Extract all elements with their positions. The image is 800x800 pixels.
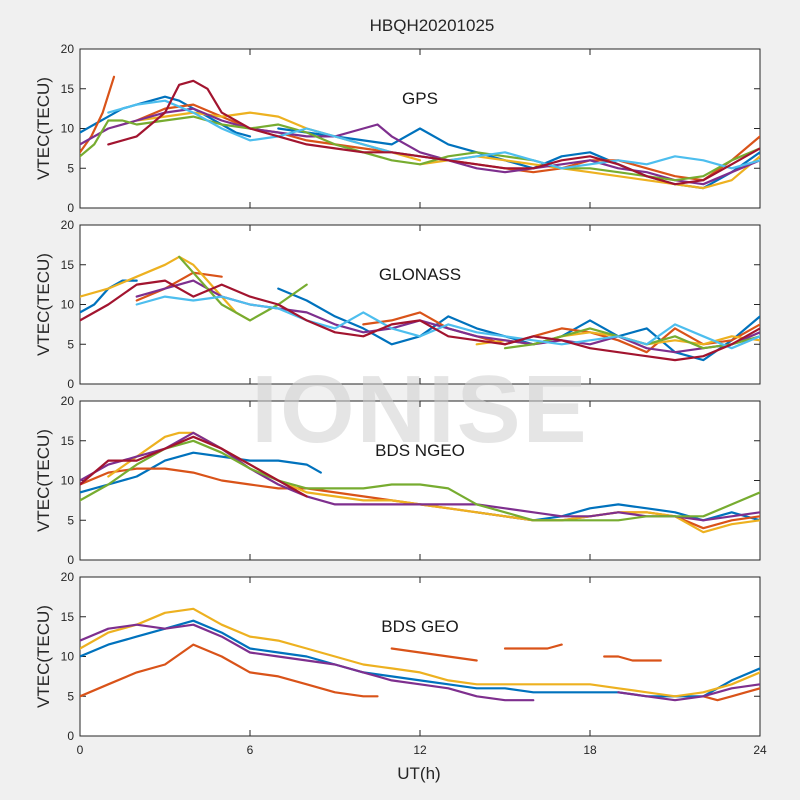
x-axis-label: UT(h) [397, 764, 440, 783]
series-line [362, 311, 760, 354]
y-tick-label: 0 [67, 201, 74, 215]
y-tick-label: 20 [61, 42, 75, 56]
y-tick-label: 20 [61, 570, 75, 584]
panel-bds-geo: 0 6 12 18 24 0 5 10 15 20 VTEC(TECU) BDS GEO [34, 570, 767, 757]
y-tick-label: 5 [67, 513, 74, 527]
series-line [80, 451, 322, 494]
y-tick-label: 15 [61, 82, 75, 96]
panel-label: BDS GEO [381, 617, 458, 636]
y-tick-label: 10 [61, 298, 75, 312]
series-group [80, 431, 760, 534]
series-line [107, 79, 760, 186]
panels: 0 5 10 15 20 VTEC(TECU) GPS 0 5 10 15 20 VTEC(TECU) G… [34, 42, 767, 757]
panel-label: GPS [402, 89, 438, 108]
series-line [80, 643, 379, 698]
x-tick-label: 0 [77, 743, 84, 757]
panel-label: GLONASS [379, 265, 461, 284]
figure-title: HBQH20201025 [370, 16, 495, 35]
series-group [80, 607, 760, 702]
x-tick-label: 18 [583, 743, 597, 757]
series-line [603, 655, 662, 662]
panel-gps: 0 5 10 15 20 VTEC(TECU) GPS [34, 42, 761, 215]
series-line [80, 439, 760, 522]
y-tick-label: 10 [61, 122, 75, 136]
y-tick-label: 0 [67, 729, 74, 743]
y-axis-label: VTEC(TECU) [34, 77, 53, 180]
panel-label: BDS NGEO [375, 441, 465, 460]
series-line [80, 623, 535, 702]
y-tick-label: 15 [61, 434, 75, 448]
y-tick-label: 0 [67, 377, 74, 391]
y-axis-label: VTEC(TECU) [34, 253, 53, 356]
x-tick-label: 12 [413, 743, 427, 757]
series-line [135, 295, 760, 350]
series-line [80, 75, 116, 154]
series-group [80, 75, 760, 190]
y-tick-label: 5 [67, 161, 74, 175]
y-tick-label: 5 [67, 689, 74, 703]
x-tick-label: 6 [247, 743, 254, 757]
y-tick-label: 10 [61, 474, 75, 488]
y-tick-label: 20 [61, 394, 75, 408]
series-line [702, 687, 760, 702]
series-line [80, 107, 760, 186]
panel-bds-ngeo: 0 5 10 15 20 VTEC(TECU) BDS NGEO [34, 394, 761, 567]
series-line [503, 643, 563, 650]
y-axis-label: VTEC(TECU) [34, 605, 53, 708]
y-tick-label: 0 [67, 553, 74, 567]
x-tick-label: 24 [753, 743, 767, 757]
y-tick-label: 10 [61, 650, 75, 664]
y-axis-label: VTEC(TECU) [34, 429, 53, 532]
series-line [617, 683, 760, 702]
panel-glonass: 0 5 10 15 20 VTEC(TECU) GLONASS [34, 218, 761, 391]
series-line [390, 647, 478, 662]
y-tick-label: 15 [61, 258, 75, 272]
series-line [135, 271, 223, 302]
series-line [80, 255, 252, 322]
y-tick-label: 5 [67, 337, 74, 351]
series-line [80, 607, 760, 698]
series-group [80, 255, 760, 362]
series-line [80, 115, 760, 182]
axes-box [79, 576, 761, 737]
y-tick-label: 20 [61, 218, 75, 232]
series-line [80, 435, 308, 498]
series-line [80, 279, 760, 362]
y-tick-label: 15 [61, 610, 75, 624]
watermark: IONISE [251, 356, 588, 463]
